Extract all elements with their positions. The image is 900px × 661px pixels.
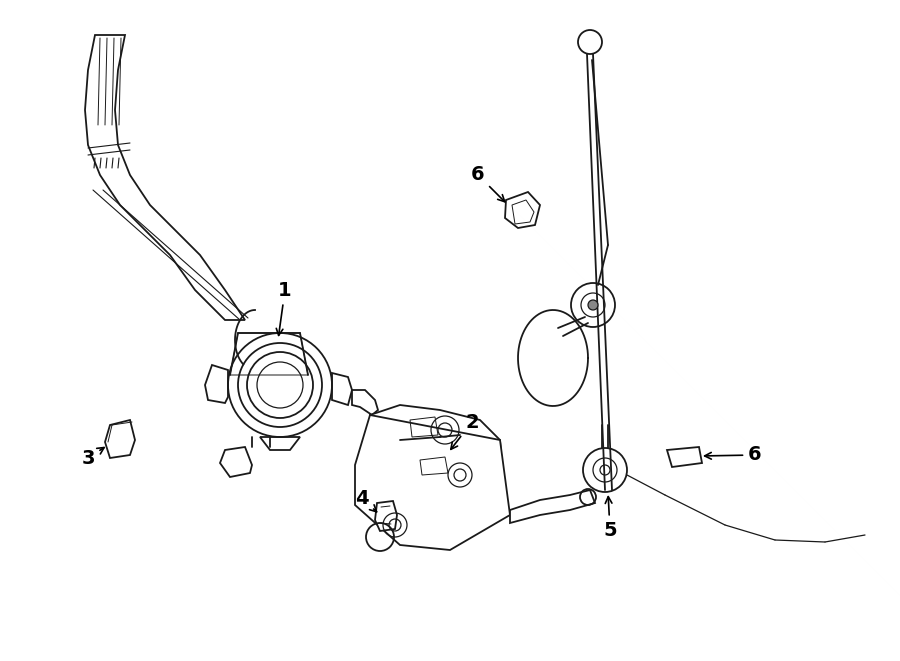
Polygon shape — [205, 365, 228, 403]
Text: 2: 2 — [451, 412, 479, 449]
Polygon shape — [510, 490, 595, 523]
Text: 5: 5 — [603, 496, 616, 539]
Polygon shape — [375, 501, 397, 531]
Polygon shape — [230, 333, 308, 375]
Circle shape — [588, 300, 598, 310]
Polygon shape — [105, 420, 135, 458]
Polygon shape — [370, 405, 502, 505]
Polygon shape — [220, 447, 252, 477]
Polygon shape — [355, 415, 510, 550]
Polygon shape — [352, 390, 378, 415]
Text: 1: 1 — [276, 280, 292, 335]
Polygon shape — [260, 437, 300, 450]
Text: 4: 4 — [356, 488, 376, 512]
Text: 3: 3 — [81, 447, 104, 467]
Polygon shape — [667, 447, 702, 467]
Polygon shape — [332, 373, 352, 405]
Polygon shape — [505, 192, 540, 228]
Polygon shape — [85, 35, 245, 320]
Text: 6: 6 — [472, 165, 505, 202]
Polygon shape — [375, 430, 400, 453]
Text: 6: 6 — [705, 446, 761, 465]
